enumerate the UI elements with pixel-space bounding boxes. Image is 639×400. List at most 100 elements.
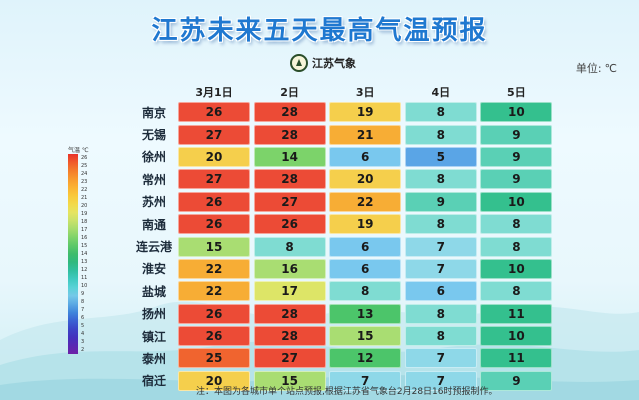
table-row: 宿迁 20 15 7 7 9	[130, 370, 556, 392]
temperature-cell: 28	[253, 303, 326, 324]
date-header: 3月1日	[195, 86, 233, 99]
city-name: 徐州	[141, 150, 166, 165]
temperature-cell: 20	[178, 146, 250, 167]
table-row: 扬州 26 28 13 8 11	[130, 303, 556, 325]
footnote: 注：本图为各城市单个站点预报,根据江苏省气象台2月28日16时预报制作。	[196, 387, 498, 397]
legend-tick: 17	[81, 227, 88, 233]
legend-tick: 26	[81, 155, 88, 161]
temperature-cell: 10	[480, 102, 553, 123]
temperature-cell: 28	[253, 326, 326, 347]
legend-tick: 12	[81, 267, 88, 273]
legend-tick: 10	[81, 283, 88, 289]
temperature-cell: 28	[253, 169, 326, 190]
table-row: 南京 26 28 19 8 10	[130, 101, 556, 123]
temperature-cell: 22	[329, 191, 402, 212]
temperature-cell: 7	[404, 258, 477, 279]
temperature-cell: 7	[404, 348, 477, 369]
temperature-cell: 11	[480, 348, 553, 369]
temperature-cell: 27	[253, 348, 326, 369]
legend-tick: 22	[81, 187, 88, 193]
date-header: 3日	[355, 86, 375, 99]
temperature-cell: 19	[329, 214, 402, 235]
temperature-cell: 6	[404, 281, 477, 302]
table-row: 常州 27 28 20 8 9	[130, 168, 556, 190]
color-legend: 气温 ℃ 26 25 24 23 22 21 20 19 18 17 16 15 14 13 12 11 10 9…	[68, 145, 98, 357]
legend-tick: 9	[81, 291, 85, 297]
legend-tick: 20	[81, 203, 88, 209]
temperature-cell: 8	[329, 281, 402, 302]
temperature-cell: 11	[480, 303, 553, 324]
city-name: 淮安	[141, 262, 166, 277]
temperature-cell: 9	[404, 191, 477, 212]
temperature-cell: 17	[253, 281, 326, 302]
temperature-cell: 26	[178, 214, 250, 235]
temperature-cell: 10	[480, 191, 553, 212]
table-row: 淮安 22 16 6 7 10	[130, 258, 556, 280]
temperature-cell: 15	[329, 326, 402, 347]
unit-symbol: ℃	[604, 62, 617, 75]
temperature-cell: 6	[329, 258, 402, 279]
temperature-cell: 8	[404, 169, 477, 190]
table-body: 南京 26 28 19 8 10 无锡 27 28 21 8 9 徐州 20 14 6 5 9 常州 27 28 20 8 9…	[130, 101, 556, 392]
city-name: 南京	[141, 105, 166, 120]
temperature-cell: 22	[178, 258, 250, 279]
legend-tick: 16	[81, 235, 88, 241]
temperature-cell: 7	[404, 236, 477, 257]
date-header-row: 3月1日 2日 3日 4日 5日	[178, 84, 556, 101]
legend-tick: 13	[81, 259, 88, 265]
temperature-cell: 26	[178, 191, 250, 212]
legend-tick: 23	[81, 179, 88, 185]
table-row: 徐州 20 14 6 5 9	[130, 146, 556, 168]
table-row: 泰州 25 27 12 7 11	[130, 347, 556, 369]
temperature-cell: 25	[178, 348, 250, 369]
legend-tick: 25	[81, 163, 88, 169]
temperature-cell: 9	[480, 146, 553, 167]
city-name: 苏州	[141, 195, 166, 210]
temperature-cell: 8	[404, 214, 477, 235]
temperature-cell: 9	[480, 370, 553, 391]
logo-text: 江苏气象	[312, 57, 356, 70]
legend-tick: 24	[81, 171, 88, 177]
legend-tick: 21	[81, 195, 88, 201]
legend-color-bar	[68, 154, 78, 354]
temperature-cell: 27	[253, 191, 326, 212]
temperature-cell: 28	[253, 102, 326, 123]
table-row: 盐城 22 17 8 6 8	[130, 280, 556, 302]
temperature-cell: 28	[253, 124, 326, 145]
temperature-cell: 12	[329, 348, 402, 369]
temperature-cell: 8	[404, 326, 477, 347]
legend-tick: 15	[81, 243, 88, 249]
unit-text: 单位:	[575, 62, 602, 75]
legend-tick: 7	[81, 307, 85, 313]
weather-bureau-emblem-icon	[290, 54, 308, 72]
temperature-cell: 10	[480, 326, 553, 347]
temperature-cell: 27	[178, 124, 250, 145]
table-row: 镇江 26 28 15 8 10	[130, 325, 556, 347]
legend-tick: 11	[81, 275, 88, 281]
city-name: 南通	[141, 217, 166, 232]
temperature-cell: 6	[329, 146, 402, 167]
legend-tick: 19	[81, 211, 88, 217]
temperature-cell: 8	[480, 214, 553, 235]
city-name: 镇江	[141, 329, 166, 344]
table-row: 苏州 26 27 22 9 10	[130, 191, 556, 213]
temperature-cell: 22	[178, 281, 250, 302]
temperature-cell: 8	[253, 236, 326, 257]
city-name: 宿迁	[141, 374, 166, 389]
legend-ticks: 26 25 24 23 22 21 20 19 18 17 16 15 14 13 12 11 10 9 8 7 6 5 4…	[81, 154, 97, 354]
date-header: 2日	[280, 86, 299, 99]
temperature-cell: 27	[178, 169, 250, 190]
temperature-cell: 8	[404, 124, 477, 145]
city-name: 盐城	[141, 284, 166, 299]
temperature-cell: 10	[480, 258, 553, 279]
temperature-cell: 19	[329, 102, 402, 123]
legend-tick: 18	[81, 219, 88, 225]
legend-tick: 8	[81, 299, 85, 305]
page-title: 江苏未来五天最高气温预报	[151, 16, 488, 46]
temperature-cell: 7	[404, 370, 477, 391]
legend-tick: 2	[81, 347, 85, 353]
temperature-cell: 21	[329, 124, 402, 145]
table-row: 无锡 27 28 21 8 9	[130, 123, 556, 145]
temperature-cell: 5	[404, 146, 477, 167]
temperature-cell: 8	[404, 102, 477, 123]
